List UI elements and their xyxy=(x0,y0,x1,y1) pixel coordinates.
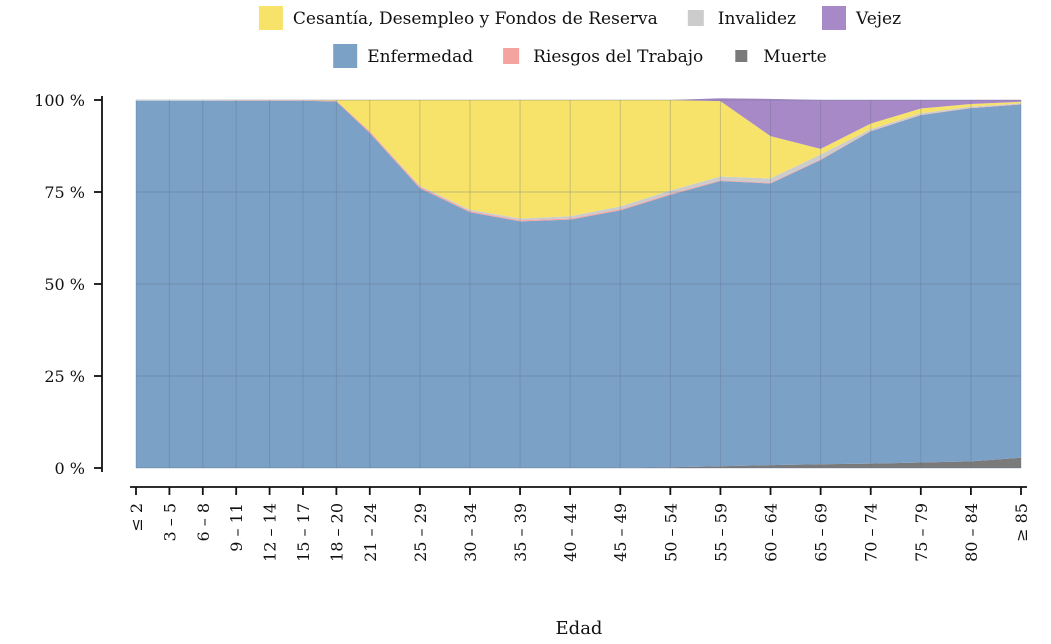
x-tick-label: 35 – 39 xyxy=(511,503,530,562)
x-tick-label: 21 – 24 xyxy=(361,503,380,562)
legend-swatch xyxy=(687,10,704,26)
x-tick-label: 25 – 29 xyxy=(411,503,430,562)
x-axis-title: Edad xyxy=(556,618,603,639)
legend-label: Enfermedad xyxy=(367,47,473,67)
legend-label: Riesgos del Trabajo xyxy=(533,47,703,67)
x-tick-label: 9 – 11 xyxy=(227,503,246,552)
legend-label: Cesantía, Desempleo y Fondos de Reserva xyxy=(293,9,658,29)
x-tick-label: 50 – 54 xyxy=(661,503,680,562)
legend-label: Muerte xyxy=(763,47,826,67)
chart-axes: 0 % 25 % 50 % 75 % 100 % ≤ 2 3 – 5 6 – 8 9 – 11 1… xyxy=(34,91,1031,562)
legend-item-muerte: Muerte xyxy=(735,47,827,67)
x-tick-label: 45 – 49 xyxy=(611,503,630,562)
x-tick-label: 3 – 5 xyxy=(160,503,179,542)
area-enfermedad xyxy=(136,100,1021,468)
x-tick-label: ≤ 2 xyxy=(127,503,146,532)
x-tick-label: 30 – 34 xyxy=(461,503,480,562)
legend-row: Cesantía, Desempleo y Fondos de Reserva I… xyxy=(258,6,901,30)
x-tick-label: 6 – 8 xyxy=(194,503,213,542)
area-invalidez xyxy=(136,100,1021,221)
x-tick-label: 60 – 64 xyxy=(762,503,781,562)
legend-item-cesantia-desempleo-y-fondos-de-reserva: Cesantía, Desempleo y Fondos de Reserva xyxy=(258,6,658,30)
y-tick-label: 75 % xyxy=(44,183,85,202)
legend-label: Vejez xyxy=(855,9,901,29)
y-tick-label: 50 % xyxy=(44,275,85,294)
y-tick-label: 100 % xyxy=(34,91,85,110)
legend-item-riesgos-del-trabajo: Riesgos del Trabajo xyxy=(503,47,703,67)
legend-swatch xyxy=(503,48,520,64)
area-vejez xyxy=(136,98,1021,149)
legend-item-enfermedad: Enfermedad xyxy=(333,44,473,68)
x-tick-label: 70 – 74 xyxy=(862,503,881,562)
area-cesantia-desempleo-y-fondos-de-reserva xyxy=(136,100,1021,219)
legend-swatch xyxy=(735,50,748,62)
x-tick-label: 55 – 59 xyxy=(711,503,730,562)
x-tick-label: 75 – 79 xyxy=(912,503,931,562)
plot-area xyxy=(135,98,1022,469)
x-tick-label: 40 – 44 xyxy=(561,503,580,562)
x-tick-label: ≥ 85 xyxy=(1012,503,1031,542)
y-tick-label: 0 % xyxy=(55,459,85,478)
x-tick-label: 65 – 69 xyxy=(812,503,831,562)
legend-label: Invalidez xyxy=(718,9,796,29)
legend-swatch xyxy=(333,44,358,68)
legend-swatch xyxy=(822,6,846,30)
area-muerte xyxy=(136,457,1021,468)
x-tick-label: 12 – 14 xyxy=(261,503,280,562)
y-tick-label: 25 % xyxy=(44,367,85,386)
legend-swatch xyxy=(258,6,283,30)
chart-legend: Cesantía, Desempleo y Fondos de Reserva I… xyxy=(258,6,901,68)
legend-item-invalidez: Invalidez xyxy=(687,9,796,29)
legend-row: Enfermedad Riesgos del Trabajo Muerte xyxy=(333,44,827,68)
x-tick-label: 15 – 17 xyxy=(294,503,313,562)
legend-item-vejez: Vejez xyxy=(822,6,901,30)
x-tick-label: 80 – 84 xyxy=(962,503,981,562)
x-tick-label: 18 – 20 xyxy=(327,503,346,562)
